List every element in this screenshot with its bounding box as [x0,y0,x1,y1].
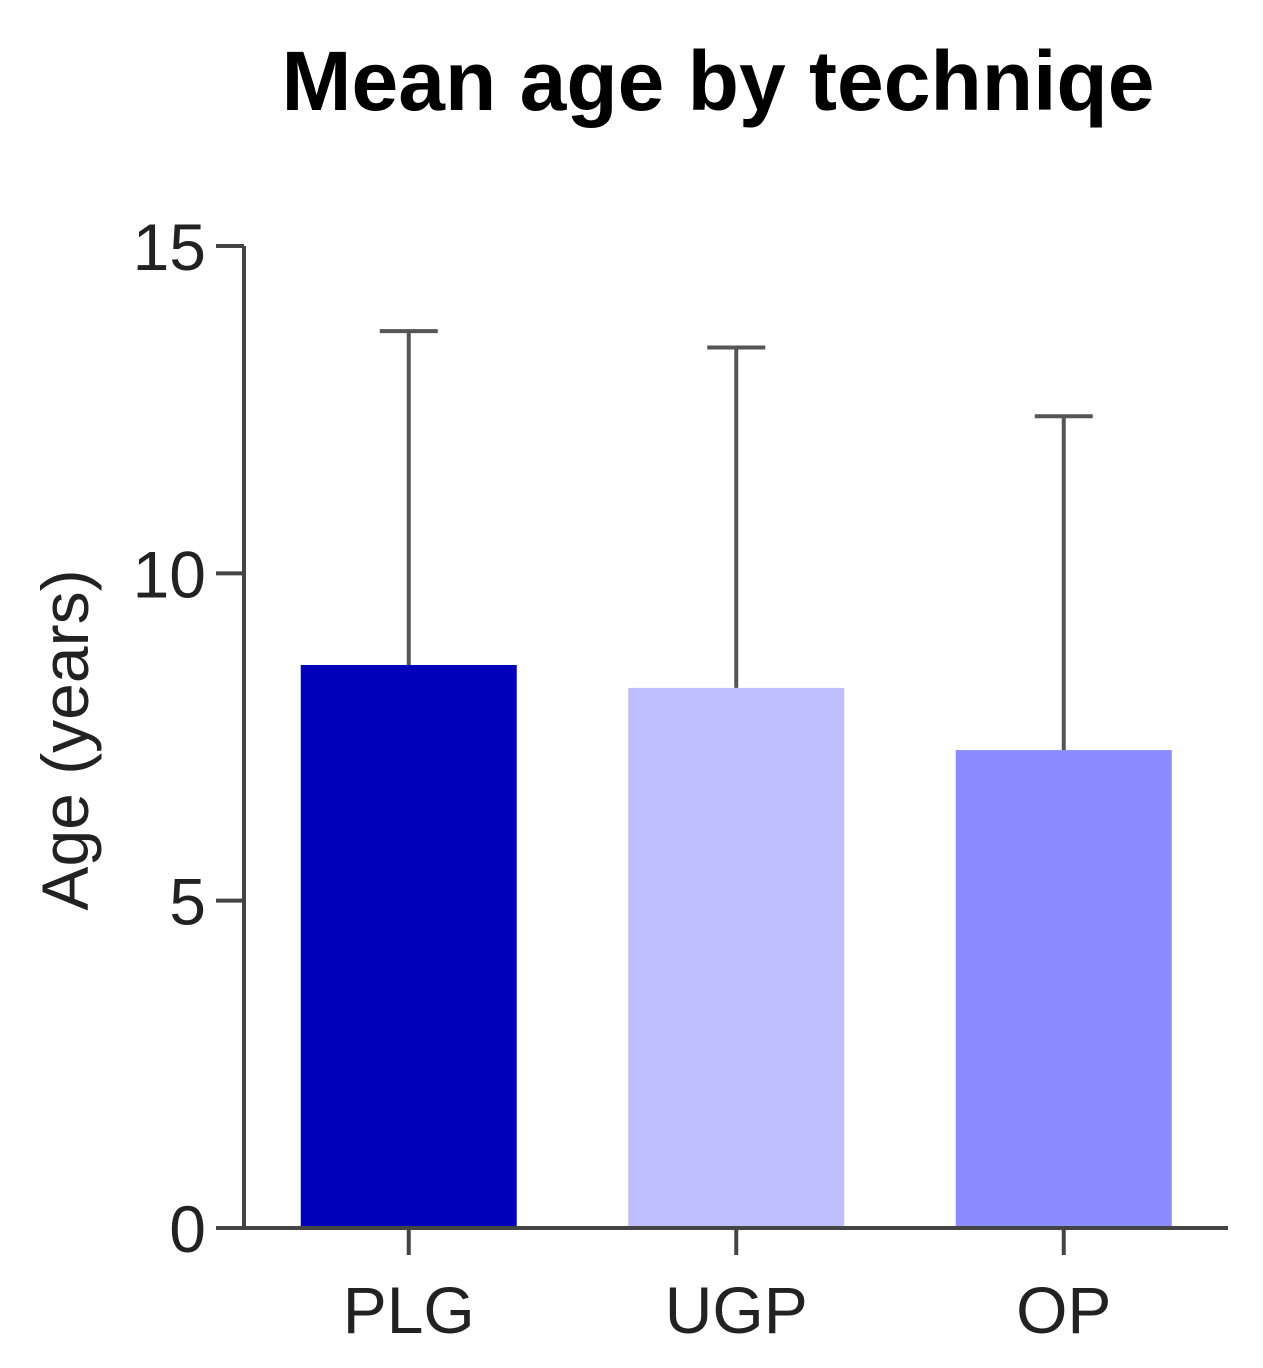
x-tick-label-op: OP [1016,1273,1111,1347]
y-tick-label-5: 5 [169,865,206,939]
chart-title: Mean age by techniqe [282,34,1155,128]
y-tick-label-10: 10 [133,537,206,611]
y-tick-label-0: 0 [169,1192,206,1266]
y-tick-label-15: 15 [133,210,206,284]
bar-ugp [628,687,845,1228]
x-tick-label-ugp: UGP [665,1273,808,1347]
plot-area: PLG UGP OP 0 5 10 15 [133,210,1228,1347]
x-tick-label-plg: PLG [343,1273,475,1347]
y-axis-label: Age (years) [28,569,102,910]
bar-plg [300,664,517,1228]
bar-op [955,750,1172,1228]
